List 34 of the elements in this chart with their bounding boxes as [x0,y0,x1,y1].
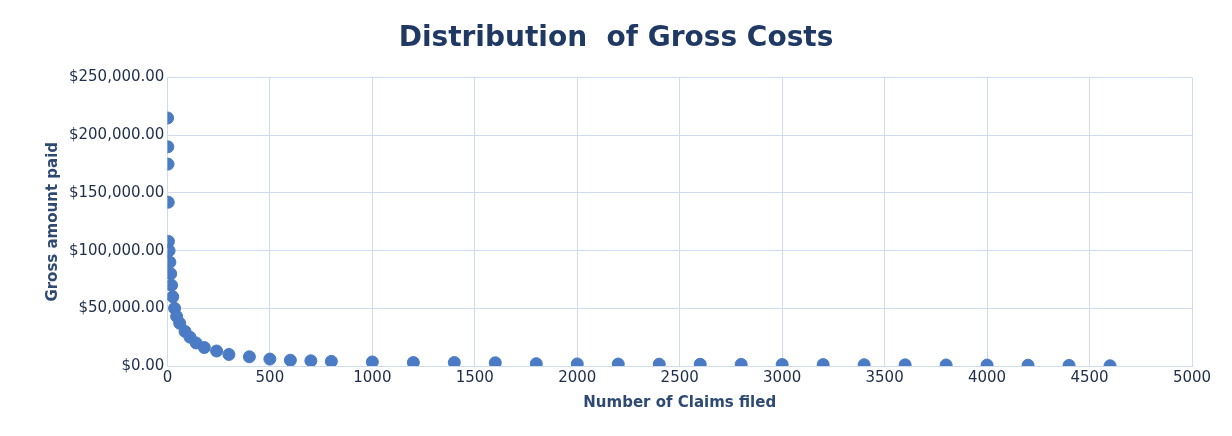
point [222,347,236,361]
point [447,356,461,366]
point [263,352,277,366]
point [365,355,379,366]
x-tick-label: 2500 [660,367,699,386]
point [210,344,224,358]
x-tick-label: 4000 [967,367,1007,386]
point [406,356,420,366]
y-tick-label: $100,000.00 [68,240,165,259]
y-tick-label: $150,000.00 [68,182,165,201]
point [324,354,338,366]
x-tick-label: 1000 [353,367,392,386]
x-axis-title: Number of Claims filed [583,392,777,411]
y-tick-label: $50,000.00 [78,298,165,317]
x-tick-label: 5000 [1172,367,1212,386]
x-tick-label: 3000 [763,367,802,386]
point [167,278,179,292]
x-tick-label: 1500 [455,367,494,386]
point [304,354,318,366]
point [242,350,256,364]
x-tick-label: 0 [162,367,173,386]
x-tick-label: 3500 [865,367,904,386]
point [283,353,297,366]
point [488,356,502,366]
x-tick-label: 4500 [1070,367,1109,386]
y-tick-label: $200,000.00 [68,125,165,144]
y-tick-label: $0.00 [121,355,165,374]
point [167,290,180,304]
point [197,341,211,355]
x-tick-label: 500 [255,367,285,386]
x-tick-label: 2000 [558,367,597,386]
y-axis-title: Gross amount paid [42,141,61,302]
y-tick-label: $250,000.00 [68,67,165,86]
chart-title: Distribution of Gross Costs [398,20,834,54]
